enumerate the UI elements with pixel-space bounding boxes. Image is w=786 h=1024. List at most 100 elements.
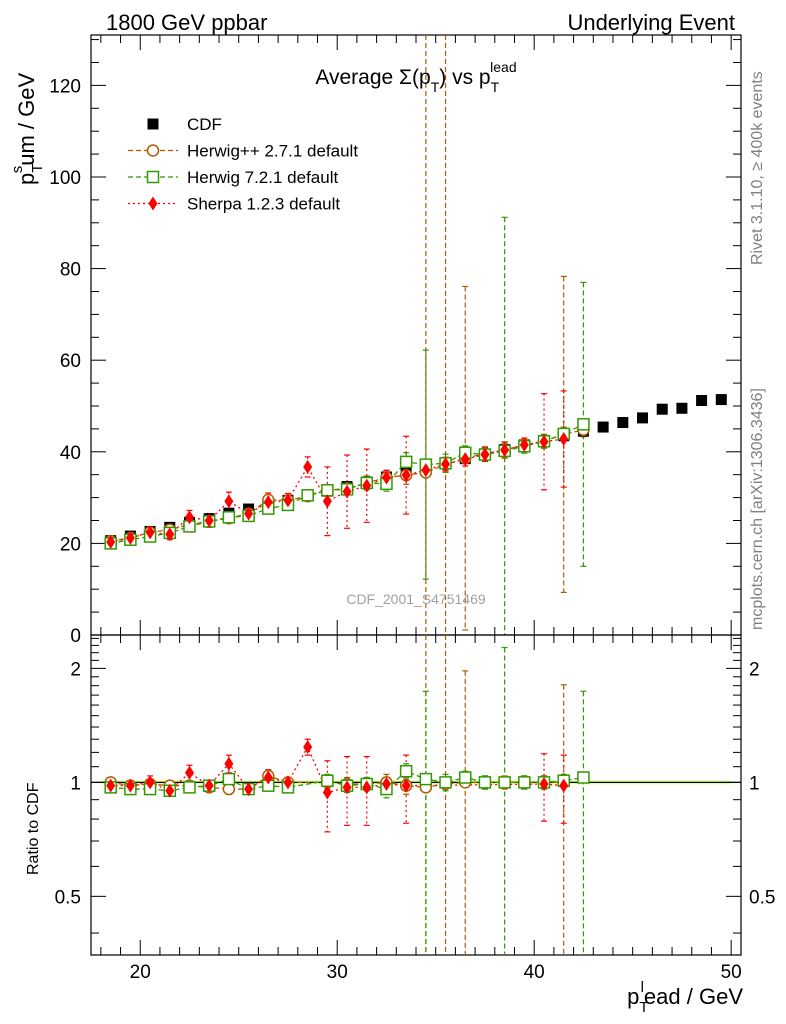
ratio-point-sherpa bbox=[145, 775, 155, 790]
main-error-bars bbox=[107, 35, 587, 635]
y-tick-label-right: 1 bbox=[749, 773, 760, 794]
legend: CDF Herwig++ 2.7.1 default Herwig 7.2.1 de… bbox=[128, 115, 358, 214]
y-tick-label: 2 bbox=[70, 659, 81, 680]
energy-label: 1800 GeV ppbar bbox=[106, 10, 267, 35]
main-point-sherpa bbox=[165, 527, 175, 542]
y-tick-label: 120 bbox=[49, 76, 81, 97]
ratio-frame bbox=[90, 634, 742, 956]
ratio-point-herwig7 bbox=[478, 776, 492, 789]
y-tick-label: 100 bbox=[49, 168, 81, 189]
main-point-sherpa bbox=[184, 510, 194, 525]
main-point-sherpa bbox=[539, 434, 549, 449]
ratio-band bbox=[91, 780, 741, 785]
y-axis-label-ratio: Ratio to CDF bbox=[25, 782, 42, 875]
ratio-point-sherpa bbox=[559, 778, 569, 793]
main-point-data bbox=[676, 402, 688, 414]
main-point-sherpa bbox=[519, 437, 529, 452]
legend-marker-data bbox=[147, 118, 159, 130]
ratio-point-sherpa bbox=[283, 775, 293, 790]
y-tick-label: 1 bbox=[70, 773, 81, 794]
ratio-point-sherpa bbox=[381, 777, 391, 792]
ratio-point-herwig7 bbox=[439, 776, 452, 789]
ratio-point-herwig7 bbox=[518, 776, 531, 789]
main-point-sherpa bbox=[342, 484, 352, 499]
main-point-sherpa bbox=[106, 535, 116, 550]
plot-title: Average Σ(pT) vs pTlead bbox=[315, 59, 516, 95]
y-axis-label-main: pTsum / GeV bbox=[9, 73, 46, 185]
main-point-sherpa bbox=[441, 457, 451, 472]
main-point-herwig7 bbox=[301, 489, 314, 502]
ratio-point-sherpa bbox=[322, 785, 332, 800]
legend-marker-sherpa bbox=[148, 196, 158, 211]
main-point-sherpa bbox=[224, 494, 234, 509]
main-point-sherpa bbox=[322, 494, 332, 509]
ratio-point-herwig7 bbox=[399, 764, 413, 778]
y-tick-label-right: 2 bbox=[749, 659, 760, 680]
legend-label-sherpa: Sherpa 1.2.3 default bbox=[187, 195, 340, 214]
main-point-herwig7 bbox=[321, 484, 334, 497]
main-point-sherpa bbox=[145, 525, 155, 540]
x-tick-label: 20 bbox=[130, 962, 151, 983]
ratio-point-sherpa bbox=[184, 765, 194, 780]
observable-label: Underlying Event bbox=[567, 10, 735, 35]
main-point-sherpa bbox=[401, 468, 411, 483]
x-tick-label: 30 bbox=[327, 962, 348, 983]
main-point-data bbox=[696, 394, 708, 406]
ratio-point-herwig7 bbox=[321, 774, 334, 787]
x-axis-label: pTlead / GeV bbox=[627, 979, 743, 1016]
ratio-markers bbox=[104, 739, 590, 800]
main-point-sherpa bbox=[283, 493, 293, 508]
main-point-sherpa bbox=[303, 459, 313, 474]
main-point-sherpa bbox=[244, 506, 254, 521]
main-point-sherpa bbox=[559, 431, 569, 446]
main-point-herwig7 bbox=[577, 418, 590, 431]
ratio-point-sherpa bbox=[244, 782, 254, 797]
y-tick-label: 0.5 bbox=[55, 887, 81, 908]
main-point-data bbox=[597, 421, 609, 433]
main-point-sherpa bbox=[125, 530, 135, 545]
y-tick-label: 60 bbox=[60, 351, 81, 372]
legend-label-data: CDF bbox=[187, 115, 222, 134]
ratio-point-sherpa bbox=[165, 783, 175, 798]
mcplots-info: mcplots.cern.ch [arXiv:1306.3436] bbox=[749, 388, 766, 630]
legend-label-herwig7: Herwig 7.2.1 default bbox=[187, 168, 338, 187]
y-tick-label: 20 bbox=[60, 534, 81, 555]
x-tick-label: 40 bbox=[524, 962, 545, 983]
main-markers bbox=[104, 394, 727, 550]
ratio-point-herwig7 bbox=[577, 771, 590, 784]
ratio-point-sherpa bbox=[539, 777, 549, 792]
rivet-info: Rivet 3.1.10, ≥ 400k events bbox=[749, 71, 766, 265]
legend-label-herwigpp: Herwig++ 2.7.1 default bbox=[187, 142, 358, 161]
main-point-sherpa bbox=[500, 442, 510, 457]
main-point-sherpa bbox=[263, 495, 273, 510]
legend-marker-herwig7 bbox=[146, 170, 160, 184]
ratio-panel: 0.5 0.5 1 1 2 2 20 30 40 50 bbox=[55, 634, 775, 983]
ratio-point-sherpa bbox=[106, 778, 116, 793]
watermark: CDF_2001_S4751469 bbox=[346, 591, 486, 607]
ratio-point-sherpa bbox=[342, 780, 352, 795]
main-point-sherpa bbox=[480, 447, 490, 462]
main-point-data bbox=[656, 403, 668, 415]
legend-marker-herwigpp bbox=[146, 144, 160, 157]
ratio-error-bars bbox=[107, 635, 587, 955]
x-tick-label: 50 bbox=[721, 962, 742, 983]
y-tick-label-right: 0.5 bbox=[749, 887, 775, 908]
main-point-sherpa bbox=[204, 513, 214, 528]
ratio-point-herwig7 bbox=[419, 772, 433, 786]
ratio-point-sherpa bbox=[263, 770, 273, 785]
ratio-point-herwig7 bbox=[183, 781, 196, 794]
main-point-sherpa bbox=[362, 478, 372, 493]
y-tick-label: 0 bbox=[70, 626, 81, 647]
ratio-point-sherpa bbox=[204, 778, 214, 793]
y-tick-label: 80 bbox=[60, 260, 81, 281]
main-point-data bbox=[617, 416, 629, 428]
main-point-data bbox=[637, 412, 649, 424]
main-point-herwig7 bbox=[222, 511, 236, 524]
main-point-herwig7 bbox=[399, 455, 413, 469]
ratio-line-sherpa bbox=[110, 745, 564, 794]
main-point-sherpa bbox=[421, 463, 431, 478]
main-point-sherpa bbox=[460, 452, 470, 467]
y-tick-label: 40 bbox=[60, 443, 81, 464]
